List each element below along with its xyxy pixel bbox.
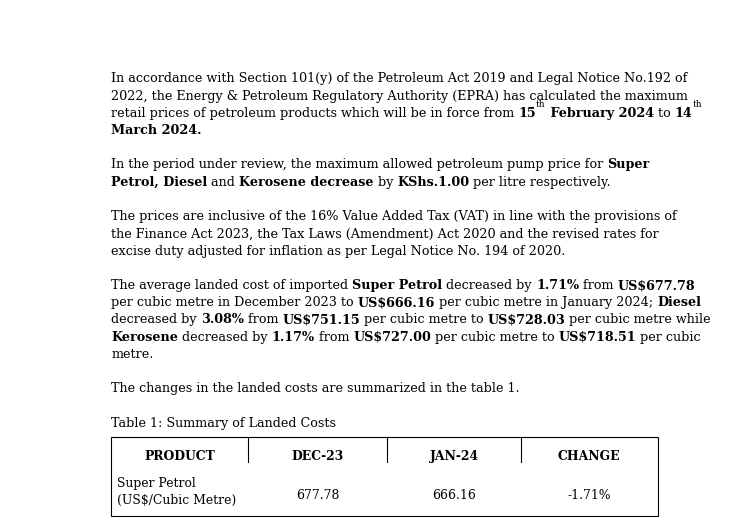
Text: The average landed cost of imported: The average landed cost of imported bbox=[111, 279, 352, 292]
Text: th: th bbox=[536, 100, 546, 109]
Text: CHANGE: CHANGE bbox=[558, 450, 620, 463]
Text: per cubic metre in January 2024;: per cubic metre in January 2024; bbox=[435, 296, 657, 309]
Text: US$728.03: US$728.03 bbox=[488, 314, 566, 327]
Text: th: th bbox=[692, 100, 702, 109]
Text: Petrol, Diesel: Petrol, Diesel bbox=[111, 176, 208, 189]
Text: 2022, the Energy & Petroleum Regulatory Authority (EPRA) has calculated the maxi: 2022, the Energy & Petroleum Regulatory … bbox=[111, 89, 688, 102]
Text: and: and bbox=[208, 176, 239, 189]
Text: 1.17%: 1.17% bbox=[272, 331, 315, 344]
Text: KShs.1.00: KShs.1.00 bbox=[398, 176, 470, 189]
Text: US$727.00: US$727.00 bbox=[353, 331, 431, 344]
Text: US$751.15: US$751.15 bbox=[282, 314, 360, 327]
Text: In accordance with Section 101(y) of the Petroleum Act 2019 and Legal Notice No.: In accordance with Section 101(y) of the… bbox=[111, 72, 688, 85]
Text: to: to bbox=[654, 107, 674, 120]
Text: 677.78: 677.78 bbox=[296, 489, 339, 502]
Text: (US$/Cubic Metre): (US$/Cubic Metre) bbox=[117, 494, 236, 507]
Bar bbox=[111, 437, 658, 516]
Text: 15: 15 bbox=[518, 107, 536, 120]
Text: per litre respectively.: per litre respectively. bbox=[470, 176, 611, 189]
Text: Diesel: Diesel bbox=[657, 296, 701, 309]
Text: from: from bbox=[315, 331, 353, 344]
Text: decreased by: decreased by bbox=[111, 314, 201, 327]
Text: The changes in the landed costs are summarized in the table 1.: The changes in the landed costs are summ… bbox=[111, 382, 520, 395]
Text: February 2024: February 2024 bbox=[546, 107, 654, 120]
Text: by: by bbox=[374, 176, 398, 189]
Text: per cubic metre while: per cubic metre while bbox=[566, 314, 711, 327]
Text: retail prices of petroleum products which will be in force from: retail prices of petroleum products whic… bbox=[111, 107, 518, 120]
Text: per cubic metre to: per cubic metre to bbox=[431, 331, 559, 344]
Text: Super Petrol: Super Petrol bbox=[352, 279, 442, 292]
Text: March 2024.: March 2024. bbox=[111, 124, 202, 137]
Text: US$666.16: US$666.16 bbox=[358, 296, 435, 309]
Text: 14: 14 bbox=[674, 107, 692, 120]
Text: PRODUCT: PRODUCT bbox=[144, 450, 215, 463]
Text: decreased by: decreased by bbox=[442, 279, 536, 292]
Text: JAN-24: JAN-24 bbox=[430, 450, 478, 463]
Text: US$718.51: US$718.51 bbox=[559, 331, 636, 344]
Text: Kerosene: Kerosene bbox=[111, 331, 178, 344]
Text: decreased by: decreased by bbox=[178, 331, 272, 344]
Text: per cubic metre in December 2023 to: per cubic metre in December 2023 to bbox=[111, 296, 358, 309]
Text: metre.: metre. bbox=[111, 348, 154, 361]
Text: per cubic metre to: per cubic metre to bbox=[360, 314, 488, 327]
Text: Kerosene decrease: Kerosene decrease bbox=[239, 176, 374, 189]
Text: 3.08%: 3.08% bbox=[201, 314, 244, 327]
Text: from: from bbox=[579, 279, 617, 292]
Text: Super Petrol: Super Petrol bbox=[117, 477, 196, 490]
Text: DEC-23: DEC-23 bbox=[292, 450, 344, 463]
Text: Super: Super bbox=[608, 159, 650, 172]
Text: from: from bbox=[244, 314, 282, 327]
Text: excise duty adjusted for inflation as per Legal Notice No. 194 of 2020.: excise duty adjusted for inflation as pe… bbox=[111, 244, 566, 257]
Text: 666.16: 666.16 bbox=[432, 489, 476, 502]
Text: 1.71%: 1.71% bbox=[536, 279, 579, 292]
Text: the Finance Act 2023, the Tax Laws (Amendment) Act 2020 and the revised rates fo: the Finance Act 2023, the Tax Laws (Amen… bbox=[111, 227, 659, 240]
Text: per cubic: per cubic bbox=[636, 331, 701, 344]
Text: The prices are inclusive of the 16% Value Added Tax (VAT) in line with the provi: The prices are inclusive of the 16% Valu… bbox=[111, 210, 677, 223]
Text: In the period under review, the maximum allowed petroleum pump price for: In the period under review, the maximum … bbox=[111, 159, 608, 172]
Text: -1.71%: -1.71% bbox=[568, 489, 611, 502]
Text: Table 1: Summary of Landed Costs: Table 1: Summary of Landed Costs bbox=[111, 417, 336, 430]
Text: US$677.78: US$677.78 bbox=[617, 279, 695, 292]
